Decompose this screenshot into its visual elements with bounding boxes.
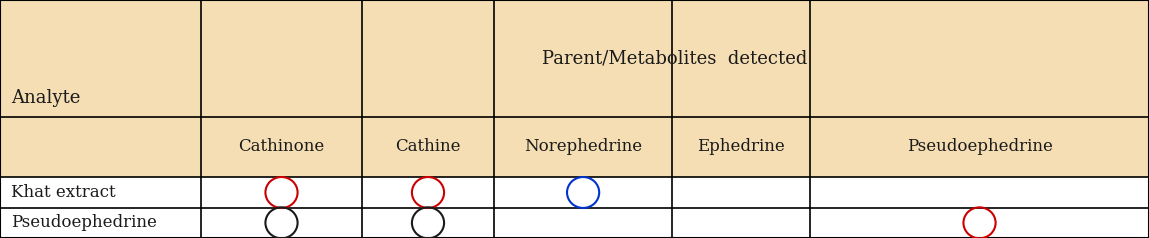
Text: Norephedrine: Norephedrine	[524, 139, 642, 155]
Bar	[0, 177, 1149, 238]
Bar	[0, 117, 1149, 177]
Text: Ephedrine: Ephedrine	[697, 139, 785, 155]
Bar	[0, 0, 1149, 117]
Text: Cathinone: Cathinone	[238, 139, 325, 155]
Text: Pseudoephedrine: Pseudoephedrine	[11, 214, 157, 231]
Text: Parent/Metabolites  detected: Parent/Metabolites detected	[542, 49, 808, 67]
Text: Khat extract: Khat extract	[11, 184, 116, 201]
Text: Analyte: Analyte	[11, 89, 80, 107]
Text: Cathine: Cathine	[395, 139, 461, 155]
Text: Pseudoephedrine: Pseudoephedrine	[907, 139, 1052, 155]
